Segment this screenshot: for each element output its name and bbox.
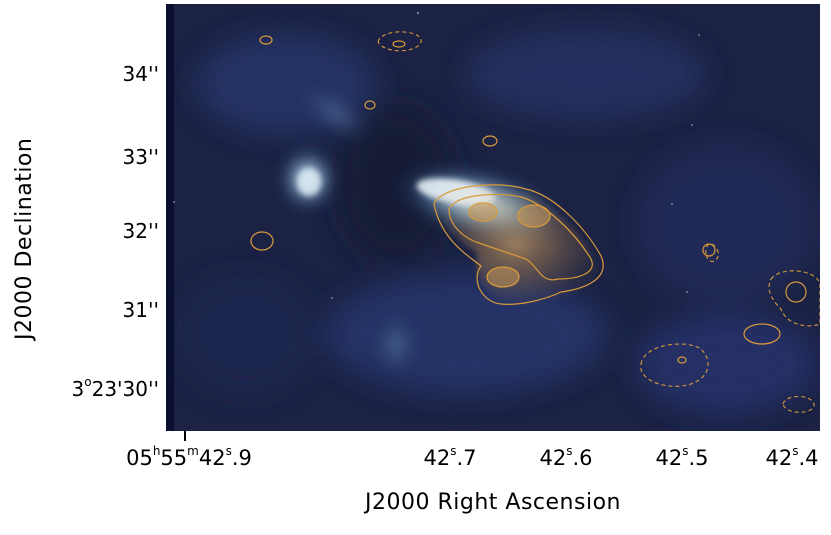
dec-tick-31: 31'' bbox=[122, 298, 159, 322]
ra-tick-05h55m42.9s: 05h55m42s.9 bbox=[126, 444, 252, 470]
dec-tick-3d23m30s: 3o23'30'' bbox=[71, 375, 159, 401]
ra-tick-42.5s: 42s.5 bbox=[655, 444, 709, 470]
ra-tick-42.7s: 42s.7 bbox=[423, 444, 477, 470]
dec-tick-32: 32'' bbox=[122, 219, 159, 243]
ra-tick-42.4s: 42s.4 bbox=[765, 444, 819, 470]
dashed-contours bbox=[377, 31, 820, 413]
dec-tick-34: 34'' bbox=[122, 62, 159, 86]
x-axis-title: J2000 Right Ascension bbox=[365, 490, 621, 515]
y-axis-title: J2000 Declination bbox=[12, 137, 37, 340]
ra-tick-mark bbox=[184, 431, 186, 441]
dec-tick-33: 33'' bbox=[122, 145, 159, 169]
solid-contours bbox=[250, 35, 807, 364]
sky-image bbox=[166, 4, 820, 431]
ra-tick-42.6s: 42s.6 bbox=[539, 444, 593, 470]
